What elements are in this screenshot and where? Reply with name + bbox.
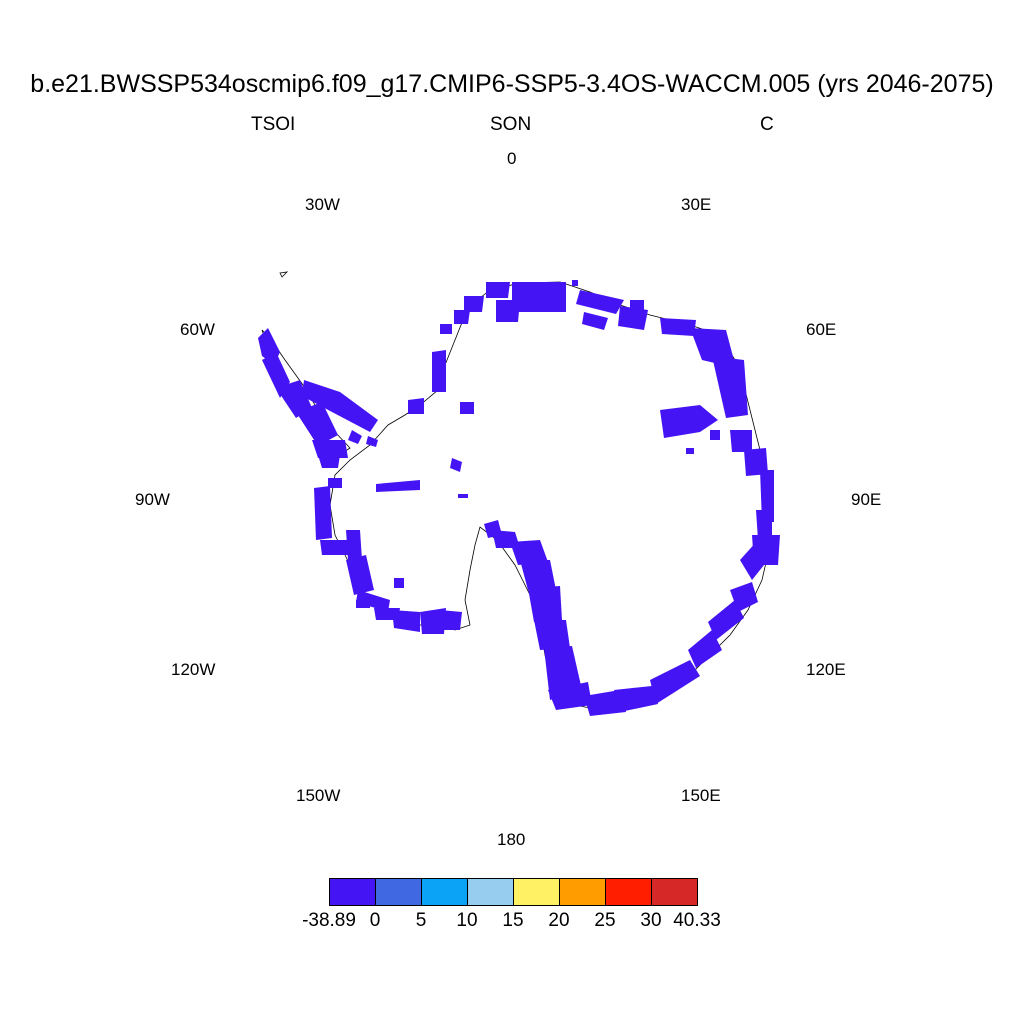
lon-label-60e: 60E xyxy=(806,320,837,339)
lon-label-120w: 120W xyxy=(171,660,216,679)
colorbar-box-4 xyxy=(467,878,514,906)
units-label: C xyxy=(760,114,774,135)
lon-label-30w: 30W xyxy=(305,195,340,214)
lon-label-120e: 120E xyxy=(806,660,846,679)
colorbar-box-3 xyxy=(421,878,468,906)
lon-label-180: 180 xyxy=(497,830,526,849)
colorbar-box-8 xyxy=(651,878,698,906)
variable-label: TSOI xyxy=(251,114,296,135)
colorbar-label-5: 5 xyxy=(415,910,427,931)
colorbar-label-10: 10 xyxy=(456,910,478,931)
lon-label-60w: 60W xyxy=(180,320,215,339)
lon-label-90w: 90W xyxy=(135,490,170,509)
colorbar-label-0: 0 xyxy=(369,910,381,931)
colorbar-box-5 xyxy=(513,878,560,906)
lon-label-150w: 150W xyxy=(296,786,341,805)
colorbar-label-max: 40.33 xyxy=(673,910,721,931)
lon-label-0: 0 xyxy=(507,149,517,168)
lon-label-30e: 30E xyxy=(681,195,712,214)
lon-label-90e: 90E xyxy=(851,490,882,509)
colorbar-box-1 xyxy=(329,878,376,906)
colorbar-box-2 xyxy=(375,878,422,906)
lon-label-150e: 150E xyxy=(681,786,721,805)
colorbar-label-20: 20 xyxy=(548,910,570,931)
colorbar-label-30: 30 xyxy=(640,910,662,931)
season-label: SON xyxy=(490,114,532,135)
plot-title: b.e21.BWSSP534oscmip6.f09_g17.CMIP6-SSP5… xyxy=(30,70,994,98)
colorbar-label-min: -38.89 xyxy=(302,910,356,931)
island-outline xyxy=(279,271,289,278)
tsoi-field xyxy=(258,280,780,716)
colorbar-box-7 xyxy=(605,878,652,906)
colorbar xyxy=(329,878,698,906)
colorbar-label-15: 15 xyxy=(502,910,524,931)
colorbar-box-6 xyxy=(559,878,606,906)
colorbar-label-25: 25 xyxy=(594,910,616,931)
